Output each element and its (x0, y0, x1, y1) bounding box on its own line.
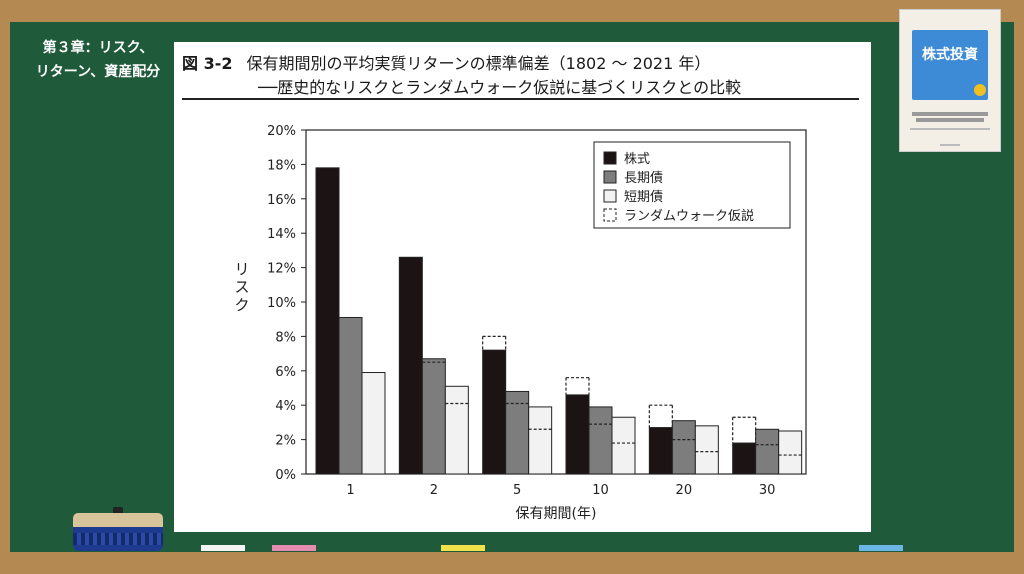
y-tick-label: 18% (267, 158, 296, 173)
bar-株式 (565, 394, 590, 475)
x-tick-label: 30 (759, 483, 776, 498)
bar-株式 (648, 427, 673, 475)
bar-株式 (732, 442, 757, 475)
eraser-stripe (73, 533, 163, 545)
x-tick-label: 5 (513, 483, 521, 498)
title-rule (182, 98, 859, 100)
chalk-yellow (441, 545, 485, 551)
legend-swatch (603, 151, 617, 165)
figure-number: 図 3-2 (182, 54, 233, 73)
legend-swatch-random-walk (603, 208, 617, 222)
y-tick-label: 20% (267, 124, 296, 139)
chalk-pink (272, 545, 316, 551)
legend-swatch (603, 170, 617, 184)
bar-短期債 (778, 430, 803, 475)
y-tick-label: 6% (275, 365, 296, 380)
bar-長期債 (421, 358, 446, 475)
book-cover-art: 株式投資 (912, 30, 988, 100)
bar-短期債 (361, 372, 386, 475)
bar-短期債 (694, 425, 719, 475)
chapter-label: 第３章：リスク、 リターン、資産配分 (22, 36, 174, 84)
y-tick-label: 14% (267, 227, 296, 242)
bar-短期債 (611, 416, 636, 475)
y-tick-label: 16% (267, 193, 296, 208)
x-tick-label: 2 (430, 483, 438, 498)
legend-label: 株式 (624, 152, 650, 167)
book-title: 株式投資 (922, 47, 978, 63)
eraser-top (73, 513, 163, 527)
bar-短期債 (444, 385, 469, 475)
legend-box (593, 141, 791, 229)
y-tick-label: 0% (275, 468, 296, 483)
legend-swatch (603, 189, 617, 203)
y-axis-label: リスク (234, 260, 249, 314)
legend-label: 長期債 (624, 171, 663, 186)
figure-subtitle: ──歴史的なリスクとランダムウォーク仮説に基づくリスクとの比較 (258, 78, 742, 97)
chapter-label-line-2: リターン、資産配分 (35, 64, 161, 80)
bar-長期債 (671, 420, 696, 475)
risk-bar-chart: 0% 2% 4% 6% 8% 10% 12% 14% 16% 18% 20% リスク 1 2 5 10 20 30… (234, 124, 807, 522)
x-axis-label: 保有期間(年) (516, 506, 597, 522)
book-badge-icon (974, 84, 986, 96)
x-tick-label: 1 (346, 483, 354, 498)
book-cover-text (906, 110, 994, 146)
bar-株式 (315, 167, 340, 475)
x-tick-label: 20 (676, 483, 693, 498)
bar-長期債 (755, 428, 780, 475)
y-tick-label: 12% (267, 262, 296, 277)
figure-title-row: 図 3-2 保有期間別の平均実質リターンの標準偏差（1802 ～ 2021 年） (182, 50, 710, 74)
book-cover-thumbnail: 株式投資 (899, 9, 1001, 152)
plot-frame (305, 129, 807, 475)
bar-長期債 (338, 316, 363, 475)
figure-panel: 図 3-2 保有期間別の平均実質リターンの標準偏差（1802 ～ 2021 年） … (174, 42, 871, 532)
legend-label: 短期債 (624, 190, 663, 205)
y-tick-label: 10% (267, 296, 296, 311)
y-tick-label: 4% (275, 399, 296, 414)
y-tick-label: 8% (275, 330, 296, 345)
bar-長期債 (588, 406, 613, 475)
bar-株式 (398, 256, 423, 475)
chalk-white (201, 545, 245, 551)
chalk-eraser-icon (73, 507, 163, 551)
chalk-blue (859, 545, 903, 551)
y-tick-label: 2% (275, 434, 296, 449)
bar-短期債 (528, 406, 553, 475)
x-tick-label: 10 (592, 483, 609, 498)
legend-label-random-walk: ランダムウォーク仮説 (624, 208, 754, 224)
bar-株式 (482, 349, 507, 475)
figure-title: 保有期間別の平均実質リターンの標準偏差（1802 ～ 2021 年） (246, 54, 711, 73)
chapter-label-line-1: 第３章：リスク、 (42, 40, 154, 56)
